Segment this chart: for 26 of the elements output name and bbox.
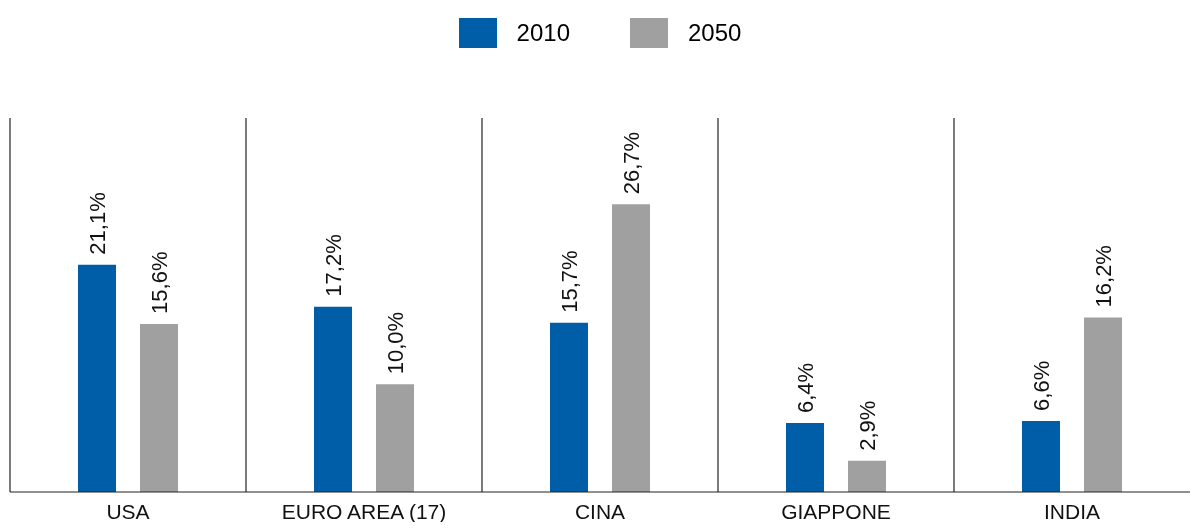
x-tick-label: CINA: [574, 499, 626, 523]
bar: [612, 204, 650, 492]
data-label: 10,0%: [383, 311, 408, 375]
bar: [848, 460, 886, 492]
x-tick-label: USA: [106, 499, 150, 523]
x-tick-label: INDIA: [1043, 499, 1101, 523]
data-label: 15,7%: [557, 250, 582, 313]
data-label: 17,2%: [321, 234, 346, 297]
legend-label: 2010: [516, 19, 570, 47]
bar: [786, 423, 824, 492]
data-label: 26,7%: [619, 131, 644, 195]
data-label: 6,6%: [1029, 360, 1054, 411]
bar: [376, 384, 414, 492]
data-label: 16,2%: [1091, 245, 1116, 308]
bar: [78, 264, 116, 492]
bar: [140, 323, 178, 492]
bar: [314, 306, 352, 492]
bar: [550, 322, 588, 492]
bar: [1022, 420, 1060, 492]
data-label: 6,4%: [793, 362, 818, 414]
bar: [1084, 317, 1122, 492]
data-label: 21,1%: [85, 192, 110, 255]
data-label: 15,6%: [147, 251, 172, 314]
x-tick-label: GIAPPONE: [781, 499, 891, 523]
legend-label: 2050: [688, 19, 742, 47]
data-label: 2,9%: [855, 400, 880, 451]
